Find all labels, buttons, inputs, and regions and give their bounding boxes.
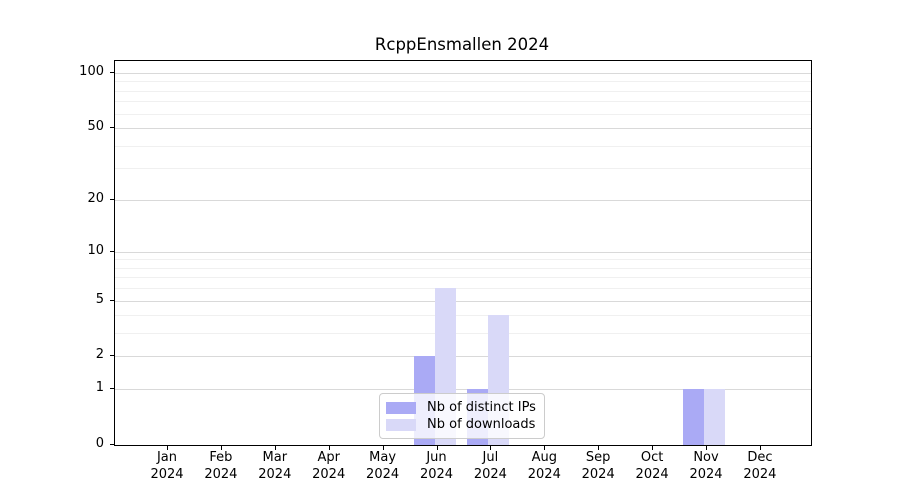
x-tick-month: Sep bbox=[585, 450, 611, 465]
minor-gridline bbox=[115, 259, 811, 261]
x-tick-year: 2024 bbox=[150, 466, 184, 482]
plot-area: Nb of distinct IPs Nb of downloads bbox=[114, 60, 812, 446]
x-tick-month: Nov bbox=[693, 450, 719, 465]
x-tick-month: Feb bbox=[209, 450, 233, 465]
y-tick-label: 20 bbox=[87, 190, 104, 206]
chart-title: RcppEnsmallen 2024 bbox=[374, 35, 550, 54]
legend-item-downloads: Nb of downloads bbox=[386, 416, 536, 433]
x-axis-tick bbox=[652, 446, 654, 450]
minor-gridline bbox=[115, 333, 811, 335]
y-axis-tick bbox=[110, 444, 114, 445]
x-axis-tick bbox=[328, 446, 330, 450]
y-tick-label: 10 bbox=[87, 242, 104, 258]
x-tick-label: Apr 2024 bbox=[297, 450, 361, 483]
y-axis-tick bbox=[110, 388, 114, 390]
minor-gridline bbox=[115, 267, 811, 269]
x-tick-label: Aug 2024 bbox=[512, 450, 576, 483]
x-tick-year: 2024 bbox=[204, 466, 238, 482]
x-tick-month: Dec bbox=[747, 450, 773, 465]
x-tick-year: 2024 bbox=[258, 466, 292, 482]
x-tick-label: Dec 2024 bbox=[728, 450, 792, 483]
major-gridline bbox=[115, 128, 811, 129]
y-tick-label: 1 bbox=[95, 380, 104, 396]
x-tick-month: May bbox=[369, 450, 397, 465]
bar-downloads-nov bbox=[704, 389, 725, 445]
y-tick-label: 5 bbox=[95, 291, 104, 307]
x-tick-label: Jan 2024 bbox=[135, 450, 199, 483]
x-axis-tick bbox=[436, 446, 438, 450]
minor-gridline bbox=[115, 288, 811, 290]
minor-gridline bbox=[115, 101, 811, 103]
y-tick-label: 100 bbox=[79, 63, 104, 79]
major-gridline bbox=[115, 251, 811, 253]
major-gridline bbox=[115, 300, 811, 302]
x-axis-tick bbox=[382, 446, 384, 450]
x-tick-year: 2024 bbox=[419, 466, 454, 482]
x-axis-tick bbox=[598, 446, 600, 450]
x-tick-month: Jul bbox=[482, 450, 499, 465]
x-tick-year: 2024 bbox=[743, 466, 777, 482]
x-tick-year: 2024 bbox=[689, 466, 723, 482]
x-tick-month: Oct bbox=[640, 450, 664, 465]
legend-label-downloads: Nb of downloads bbox=[427, 417, 536, 432]
x-tick-month: Mar bbox=[262, 450, 288, 465]
y-axis-tick bbox=[110, 355, 114, 357]
major-gridline bbox=[115, 72, 811, 74]
x-axis-tick bbox=[167, 446, 168, 450]
y-axis-tick bbox=[110, 250, 114, 252]
y-axis-tick bbox=[110, 71, 114, 73]
x-axis-tick bbox=[220, 446, 222, 450]
x-tick-label: Mar 2024 bbox=[243, 450, 307, 483]
legend: Nb of distinct IPs Nb of downloads bbox=[379, 393, 545, 439]
minor-gridline bbox=[115, 81, 811, 83]
x-axis-tick bbox=[490, 446, 492, 450]
legend-item-distinct-ips: Nb of distinct IPs bbox=[386, 399, 536, 416]
x-tick-label: Oct 2024 bbox=[620, 450, 684, 483]
x-tick-year: 2024 bbox=[581, 466, 615, 482]
x-tick-label: May 2024 bbox=[351, 450, 415, 483]
minor-gridline bbox=[115, 315, 811, 317]
x-tick-month: Jan bbox=[156, 450, 178, 465]
y-tick-label: 2 bbox=[95, 347, 104, 363]
minor-gridline bbox=[115, 168, 811, 170]
x-tick-label: Jun 2024 bbox=[405, 450, 469, 483]
y-axis-tick bbox=[110, 198, 114, 200]
y-tick-label: 0 bbox=[95, 436, 104, 451]
x-tick-year: 2024 bbox=[312, 466, 346, 482]
major-gridline bbox=[115, 199, 811, 201]
minor-gridline bbox=[115, 277, 811, 279]
x-tick-month: Apr bbox=[317, 450, 340, 465]
minor-gridline bbox=[115, 145, 811, 147]
x-tick-year: 2024 bbox=[473, 466, 507, 482]
x-tick-year: 2024 bbox=[527, 466, 561, 482]
x-tick-label: Jul 2024 bbox=[458, 450, 522, 483]
x-axis-tick bbox=[274, 446, 276, 450]
y-axis-tick bbox=[110, 299, 114, 301]
x-tick-month: Jun bbox=[426, 450, 447, 465]
legend-label-distinct-ips: Nb of distinct IPs bbox=[427, 400, 536, 415]
x-tick-label: Sep 2024 bbox=[566, 450, 630, 483]
major-gridline bbox=[115, 389, 811, 391]
x-axis-tick bbox=[544, 446, 546, 450]
bar-distinct-ips-nov bbox=[683, 389, 704, 445]
x-tick-label: Feb 2024 bbox=[189, 450, 253, 483]
minor-gridline bbox=[115, 90, 811, 92]
x-axis-tick bbox=[759, 446, 761, 450]
y-axis-tick bbox=[110, 127, 114, 128]
y-tick-label: 50 bbox=[87, 119, 104, 134]
legend-swatch-downloads-icon bbox=[386, 418, 416, 431]
x-tick-month: Aug bbox=[531, 450, 557, 465]
x-tick-year: 2024 bbox=[635, 466, 669, 482]
x-tick-year: 2024 bbox=[366, 466, 400, 482]
x-axis-tick bbox=[706, 446, 707, 450]
legend-swatch-distinct-ips-icon bbox=[386, 401, 416, 414]
major-gridline bbox=[115, 356, 811, 358]
x-tick-label: Nov 2024 bbox=[674, 450, 738, 483]
minor-gridline bbox=[115, 113, 811, 115]
